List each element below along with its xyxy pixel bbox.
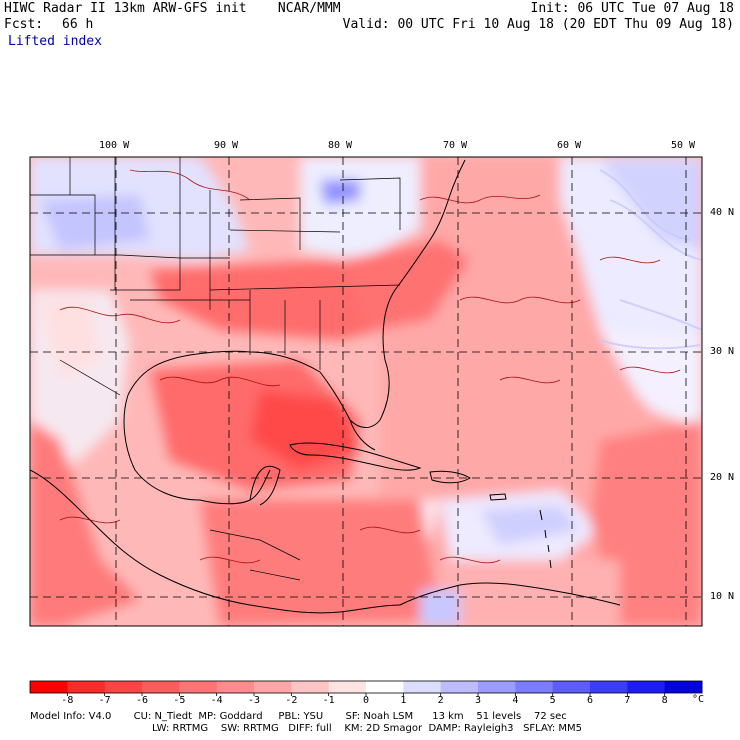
lon-label-80w: 80 W xyxy=(328,140,353,151)
colorbar xyxy=(29,680,703,696)
colorbar-tick-label: -4 xyxy=(210,695,223,706)
colorbar-swatch xyxy=(291,681,330,693)
colorbar-swatch xyxy=(142,681,180,693)
model-info-line1: Model Info: V4.0 CU: N_Tiedt MP: Goddard… xyxy=(30,711,567,722)
coastlines xyxy=(30,159,621,614)
lat-lon-grid xyxy=(30,157,702,626)
colorbar-swatch xyxy=(328,681,367,693)
init-time: Init: 06 UTC Tue 07 Aug 18 xyxy=(530,1,735,16)
colorbar-swatch xyxy=(366,681,404,693)
colorbar-swatch xyxy=(478,681,516,693)
colorbar-swatch xyxy=(104,681,143,693)
lat-label-30n: 30 N xyxy=(710,346,735,357)
colorbar-swatch xyxy=(216,681,255,693)
lon-label-100w: 100 W xyxy=(99,140,130,151)
colorbar-tick-label: 4 xyxy=(512,695,519,706)
lon-label-60w: 60 W xyxy=(557,140,582,151)
colorbar-swatch xyxy=(30,681,68,693)
map-frame xyxy=(29,156,703,627)
colorbar-tick-label: -3 xyxy=(247,695,261,706)
state-borders xyxy=(30,157,401,581)
contours xyxy=(59,169,681,564)
colorbar-tick-label: 1 xyxy=(400,695,407,706)
colorbar-swatch xyxy=(67,681,106,693)
colorbar-tick-label: -1 xyxy=(322,695,335,706)
colorbar-tick-label: 2 xyxy=(437,695,444,706)
colorbar-tick-label: 6 xyxy=(586,695,594,706)
colorbar-swatch xyxy=(590,681,628,693)
colorbar-tick-label: 7 xyxy=(624,695,631,706)
colorbar-tick-label: 3 xyxy=(474,695,482,706)
lon-label-90w: 90 W xyxy=(214,140,239,151)
lon-label-70w: 70 W xyxy=(443,140,468,151)
colorbar-swatch xyxy=(440,681,479,693)
colorbar-swatch xyxy=(664,681,703,693)
valid-time: Valid: 00 UTC Fri 10 Aug 18 (20 EDT Thu … xyxy=(342,17,734,32)
colorbar-tick-label: -6 xyxy=(135,695,149,706)
lat-label-20n: 20 N xyxy=(710,472,735,483)
colorbar-tick-label: -8 xyxy=(61,695,74,706)
forecast-hour: 66 h xyxy=(62,17,94,32)
colorbar-unit: °C xyxy=(692,694,705,705)
lat-label-40n: 40 N xyxy=(710,207,735,218)
lat-label-10n: 10 N xyxy=(710,591,735,602)
colorbar-tick-label: 8 xyxy=(661,695,668,706)
colorbar-swatch xyxy=(254,681,292,693)
colorbar-tick-label: -2 xyxy=(285,695,298,706)
model-title: HIWC Radar II 13km ARW-GFS init NCAR/MMM xyxy=(4,1,341,16)
model-info-line2: LW: RRTMG SW: RRTMG DIFF: full KM: 2D Sm… xyxy=(152,723,582,734)
colorbar-swatch xyxy=(179,681,218,693)
lifted-index-field xyxy=(30,157,702,626)
colorbar-swatch xyxy=(515,681,554,693)
colorbar-tick-label: 5 xyxy=(549,695,556,706)
colorbar-tick-label: -7 xyxy=(98,695,111,706)
colorbar-swatch xyxy=(627,681,666,693)
colorbar-tick-label: -5 xyxy=(173,695,186,706)
colorbar-tick-label: 0 xyxy=(362,695,370,706)
field-name: Lifted index xyxy=(8,34,102,49)
colorbar-swatch xyxy=(552,681,591,693)
colorbar-swatch xyxy=(403,681,442,693)
lon-label-50w: 50 W xyxy=(671,140,696,151)
forecast-label: Fcst: xyxy=(4,17,44,32)
